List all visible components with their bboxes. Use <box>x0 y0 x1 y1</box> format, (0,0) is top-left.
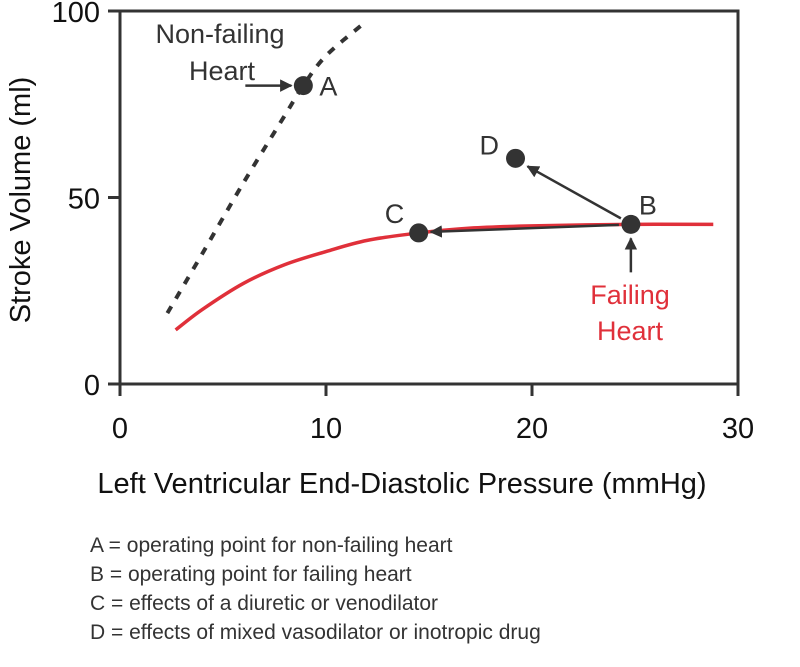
legend-notes: A = operating point for non-failing hear… <box>90 531 541 647</box>
note-a: A = operating point for non-failing hear… <box>90 534 453 557</box>
y-tick-label: 50 <box>68 184 100 216</box>
x-tick-label: 0 <box>112 413 128 445</box>
x-tick-label: 30 <box>722 413 754 445</box>
arrow-b-to-d <box>526 165 622 220</box>
point-label-a: A <box>319 72 337 102</box>
point-d <box>506 148 526 168</box>
point-b <box>621 214 641 234</box>
nonfailing-label-line2: Heart <box>189 56 256 86</box>
failing-label-line2: Heart <box>597 316 664 346</box>
y-axis-label: Stroke Volume (ml) <box>5 77 37 324</box>
y-tick-label: 0 <box>84 370 100 402</box>
note-c: C = effects of a diuretic or venodilator <box>90 592 439 615</box>
nonfailing-curve <box>165 20 367 315</box>
x-tick-label: 20 <box>516 413 548 445</box>
x-axis-label: Left Ventricular End-Diastolic Pressure … <box>97 468 706 500</box>
point-a <box>293 76 313 96</box>
x-tick-label: 10 <box>310 413 342 445</box>
arrow-b-to-c <box>429 223 619 238</box>
note-d: D = effects of mixed vasodilator or inot… <box>90 621 541 644</box>
point-label-b: B <box>639 190 657 220</box>
failing-label-line1: Failing <box>590 280 670 310</box>
chart: 0 10 20 30 0 50 100 A B C D Non-failing Heart Fai… <box>5 0 754 500</box>
point-label-d: D <box>480 130 500 160</box>
point-label-c: C <box>385 199 405 229</box>
failing-curve <box>174 222 714 332</box>
y-tick-label: 100 <box>52 0 100 29</box>
note-b: B = operating point for failing heart <box>90 563 412 586</box>
point-c <box>409 223 429 243</box>
nonfailing-label-line1: Non-failing <box>155 19 284 49</box>
